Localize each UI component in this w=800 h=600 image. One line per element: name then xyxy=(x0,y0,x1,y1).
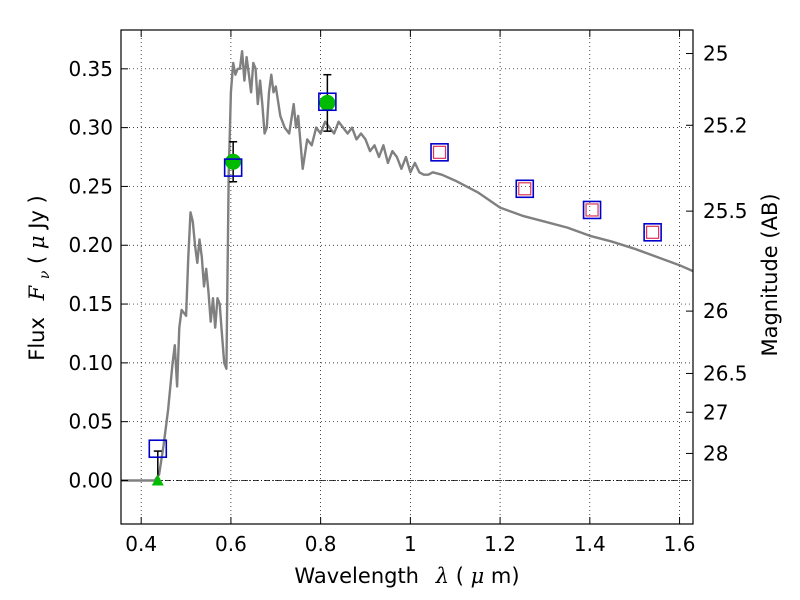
model-photometry-square xyxy=(643,223,662,242)
y-label-prefix: Flux xyxy=(25,317,49,361)
magnitude-tick-label: 28 xyxy=(703,441,728,465)
upper-limit-marker xyxy=(151,474,164,486)
detection-point xyxy=(225,153,242,170)
plot-frame xyxy=(120,29,694,525)
x-tick-label: 0.8 xyxy=(305,532,337,556)
plot-series xyxy=(121,50,694,486)
x-axis-ticks: 0.4 0.6 0.8 1 1.2 1.4 1.6 xyxy=(125,30,695,556)
y-tick-label: 0.00 xyxy=(68,468,113,492)
model-photometry-square xyxy=(223,158,243,177)
predicted-photometry-square xyxy=(585,203,599,217)
model-photometry-square xyxy=(582,200,602,220)
model-photometry-square xyxy=(318,92,337,112)
x-axis-label: Wavelength λ ( μ m) xyxy=(294,564,519,588)
magnitude-tick-label: 25 xyxy=(703,42,728,66)
model-photometry-square xyxy=(148,439,168,459)
x-label-prefix: Wavelength xyxy=(294,564,419,588)
magnitude-tick-label: 26 xyxy=(703,299,728,323)
model-photometry-square xyxy=(515,179,535,199)
x-tick-label: 1.6 xyxy=(664,532,696,556)
y-tick-label: 0.25 xyxy=(68,174,113,198)
y-tick-label: 0.20 xyxy=(68,233,113,257)
predicted-photometry-square xyxy=(432,145,447,159)
x-tick-label: 1.2 xyxy=(484,532,516,556)
y-axis-ticks: 0.00 0.05 0.10 0.15 0.20 0.25 0.30 0.35 xyxy=(68,57,128,492)
x-tick-label: 0.6 xyxy=(215,532,247,556)
magnitude-axis-ticks: 25 25.2 25.5 26 26.5 27 28 xyxy=(686,42,748,465)
magnitude-tick-label: 25.2 xyxy=(703,113,748,137)
x-label-symbol: λ xyxy=(435,564,449,588)
spectrum-line xyxy=(121,50,694,482)
y-tick-label: 0.10 xyxy=(68,351,113,375)
y-label-unit-mu: μ xyxy=(25,235,49,249)
magnitude-tick-label: 26.5 xyxy=(703,361,748,385)
model-photometry-square xyxy=(430,143,449,162)
magnitude-axis-label: Magnitude (AB) xyxy=(758,193,782,356)
y-tick-label: 0.05 xyxy=(68,410,113,434)
y-tick-label: 0.30 xyxy=(68,116,113,140)
predicted-photometry-square xyxy=(518,182,532,196)
y-label-subscript: ν xyxy=(37,270,53,279)
predicted-photometry-square xyxy=(646,225,660,239)
detection-point xyxy=(319,94,336,111)
y-label-symbol: F xyxy=(25,284,49,301)
x-tick-label: 1 xyxy=(404,532,417,556)
x-label-unit-open: ( xyxy=(456,564,464,588)
y-tick-label: 0.15 xyxy=(68,292,113,316)
y-tick-label: 0.35 xyxy=(68,57,113,81)
y-label-unit-rest: Jy ) xyxy=(25,195,49,231)
y-axis-label: Flux F ν ( μ Jy ) xyxy=(25,195,54,361)
y-label-unit-open: ( xyxy=(25,249,49,264)
x-tick-label: 1.4 xyxy=(574,532,606,556)
x-label-unit-mu: μ xyxy=(471,564,485,588)
magnitude-tick-label: 25.5 xyxy=(703,199,748,223)
x-tick-label: 0.4 xyxy=(125,532,157,556)
x-label-unit-rest: m) xyxy=(491,564,520,588)
magnitude-tick-label: 27 xyxy=(703,400,728,424)
